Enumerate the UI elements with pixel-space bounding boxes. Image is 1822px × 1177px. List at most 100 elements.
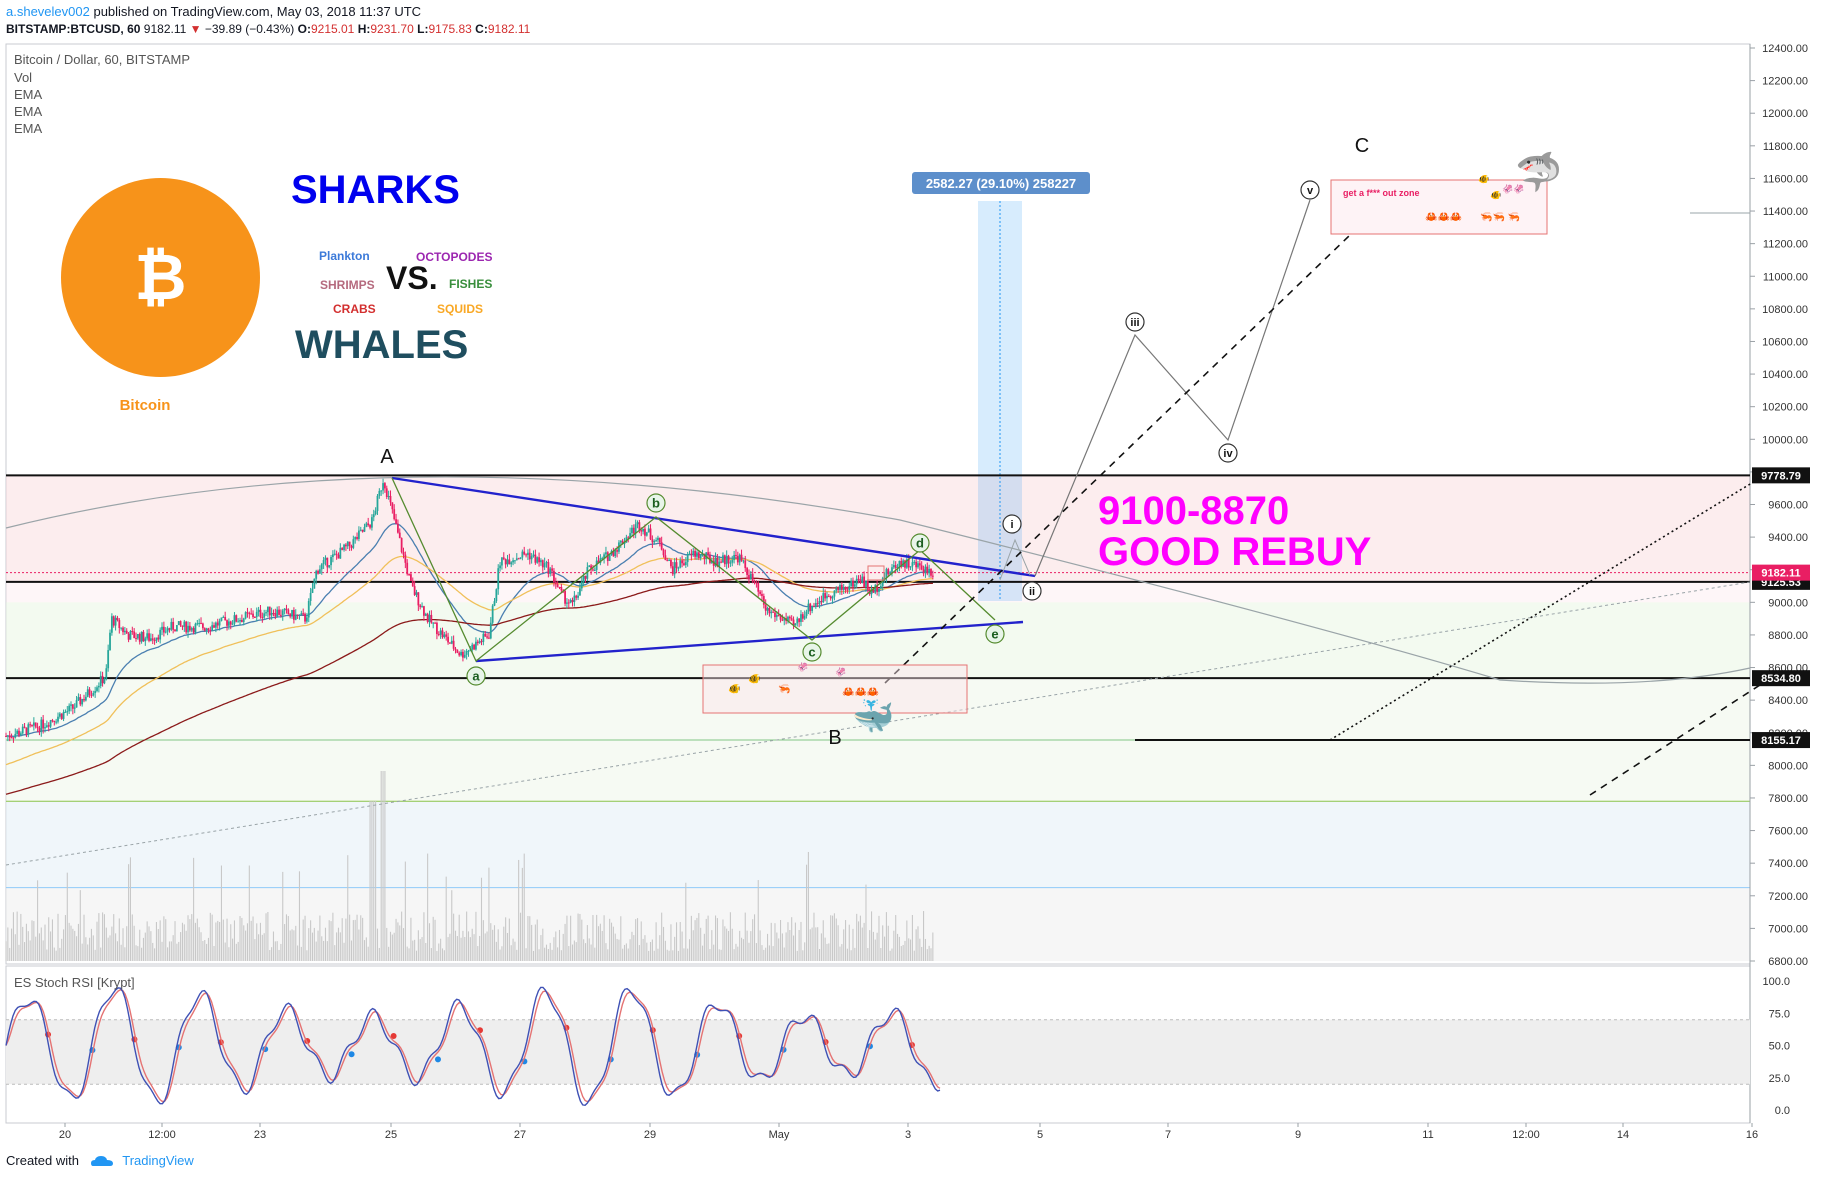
accumulation-box[interactable] [702,664,968,714]
dotted-channel-line[interactable] [1329,477,1761,741]
candle [671,566,674,575]
indicator-title[interactable]: ES Stoch RSI [Krypt] [14,975,135,990]
candle [328,565,331,568]
stoch-oversold-dot [434,1056,441,1063]
price-tick-label: 9600.00 [1768,500,1808,512]
candle [380,490,383,492]
candle [430,614,433,623]
candle [387,495,390,497]
candle [541,560,544,568]
last-price-badge [1752,564,1810,581]
candle [23,726,26,728]
whale-icon: 🐳 [852,698,894,736]
candle [181,625,184,627]
candle [44,727,46,729]
candle [304,613,306,622]
candle [878,588,880,592]
candle [255,611,258,618]
candle [852,580,854,587]
candle [21,726,24,734]
candle [619,540,622,543]
dashed-channel-line[interactable] [884,234,1351,684]
candle [746,568,749,575]
candle [703,553,706,559]
triangle-lower-line[interactable] [475,620,1024,663]
candle [66,711,69,713]
time-tick-label: 9 [1295,1129,1301,1141]
candle [616,550,618,552]
candle [226,620,228,626]
candle [8,735,11,738]
candle [556,584,559,587]
exit-zone-box[interactable] [1330,179,1548,235]
candle [816,603,819,605]
candle [634,524,637,534]
candle [679,560,682,568]
candle [330,557,332,566]
triangle-upper-line[interactable] [391,476,1036,578]
candle [475,641,477,650]
legend-ema-1[interactable]: EMA [14,87,43,102]
sharks-title: SHARKS [291,168,460,212]
candle [393,509,396,520]
price-tick-label: 11400.00 [1763,206,1808,218]
wave-label-roman: i [1010,519,1013,531]
arc-curve[interactable] [5,476,1751,684]
candle [686,554,689,563]
wave-label-minor: e [991,627,998,642]
plankton-label: Plankton [319,249,370,263]
long-trendline[interactable] [5,581,1751,866]
candle [38,727,41,732]
candle [592,569,594,571]
price-tick-label: 7400.00 [1768,858,1808,870]
impulse-projection[interactable] [1034,199,1311,577]
candle [287,609,290,615]
symbol-name: BITSTAMP:BTCUSD, 60 [6,22,141,36]
candle [699,554,702,559]
candle [161,626,163,630]
high-label: H: [357,22,371,36]
time-tick-label: 14 [1617,1129,1629,1141]
candle [632,527,635,534]
abcde-wave-path[interactable] [391,477,996,663]
time-axis[interactable]: 20 12:00 23 25 27 29 May 3 5 7 9 11 12:00 14 16 [59,1123,1758,1141]
candle [837,588,840,591]
legend-vol[interactable]: Vol [14,70,33,85]
whales-title: WHALES [295,323,469,367]
candle [201,623,204,629]
legend-ema-3[interactable]: EMA [14,121,43,136]
level-badge [1752,732,1810,749]
candle [426,613,429,622]
candle [71,704,74,709]
fish-icon: 🐠 [1478,174,1489,184]
candle [813,605,815,607]
candle [423,606,425,616]
candle [385,488,388,497]
candle [99,675,102,686]
candle [666,560,669,562]
candle [200,622,202,624]
ema-line [5,555,933,766]
candle [528,552,531,560]
candle [319,569,321,574]
wave-label-roman: iii [1130,317,1139,329]
candle [504,559,507,565]
author-link[interactable]: a.shevelev002 [6,4,90,19]
candle [447,636,449,643]
candle [894,565,897,568]
candle [153,640,156,642]
legend-ema-2[interactable]: EMA [14,104,43,119]
candle [749,573,752,580]
candle [90,694,93,696]
candle [536,557,539,563]
candle [558,586,561,588]
tradingview-link[interactable]: TradingView [122,1153,194,1168]
candle [6,735,9,737]
candle [454,648,457,650]
candle [196,623,199,625]
candle [142,631,145,642]
candle [339,547,342,559]
